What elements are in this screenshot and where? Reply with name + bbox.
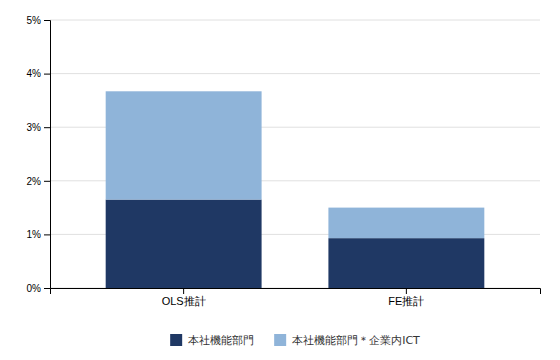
bar-series xyxy=(106,91,485,238)
bar xyxy=(106,200,262,288)
y-tick-label: 0% xyxy=(27,283,42,294)
y-tick: 2% xyxy=(27,176,50,187)
x-tick-label: FE推計 xyxy=(388,295,424,307)
bar-series xyxy=(106,200,485,288)
y-tick-label: 5% xyxy=(27,15,42,26)
bar xyxy=(106,91,262,199)
y-axis-line xyxy=(44,21,51,289)
x-axis: OLS推計 FE推計 xyxy=(51,288,541,307)
y-tick-label: 4% xyxy=(27,68,42,79)
legend-label: 本社機能部門＊企業内ICT xyxy=(292,334,420,347)
y-tick: 0% xyxy=(27,283,50,294)
y-tick-mark xyxy=(44,20,50,21)
chart: 0% 1% 2% 3% 4% 5% OLS推計 FE推計本社機能部門 本社機能部門＊企業内ICT xyxy=(0,0,560,360)
legend-swatch xyxy=(274,334,286,346)
y-tick-mark xyxy=(44,74,50,75)
grid-line xyxy=(50,73,540,74)
x-tick: OLS推計 xyxy=(162,288,206,307)
legend-swatch xyxy=(170,334,182,346)
legend-label: 本社機能部門 xyxy=(188,334,254,347)
bar xyxy=(328,238,484,288)
x-tick: FE推計 xyxy=(388,288,424,307)
y-tick-label: 2% xyxy=(27,176,42,187)
y-axis: 0% 1% 2% 3% 4% 5% xyxy=(27,15,51,294)
grid xyxy=(50,20,540,288)
y-tick: 3% xyxy=(27,122,50,133)
y-tick-mark xyxy=(44,181,50,182)
grid-line xyxy=(50,20,540,21)
x-tick-label: OLS推計 xyxy=(162,295,206,307)
y-tick-mark xyxy=(44,234,50,235)
y-tick: 1% xyxy=(27,229,50,240)
plot-area: 0% 1% 2% 3% 4% 5% OLS推計 FE推計 xyxy=(27,15,541,307)
y-tick: 5% xyxy=(27,15,50,26)
bar xyxy=(328,208,484,239)
y-tick-label: 3% xyxy=(27,122,42,133)
legend: 本社機能部門 本社機能部門＊企業内ICT xyxy=(170,334,420,347)
y-tick-mark xyxy=(44,288,50,289)
y-tick-mark xyxy=(44,127,50,128)
y-tick: 4% xyxy=(27,68,50,79)
x-tick-mark xyxy=(183,288,184,294)
legend-item: 本社機能部門＊企業内ICT xyxy=(274,334,420,347)
bars xyxy=(106,91,485,288)
x-tick-mark xyxy=(406,288,407,294)
y-tick-label: 1% xyxy=(27,229,42,240)
legend-item: 本社機能部門 xyxy=(170,334,254,347)
x-axis-line xyxy=(51,289,541,295)
